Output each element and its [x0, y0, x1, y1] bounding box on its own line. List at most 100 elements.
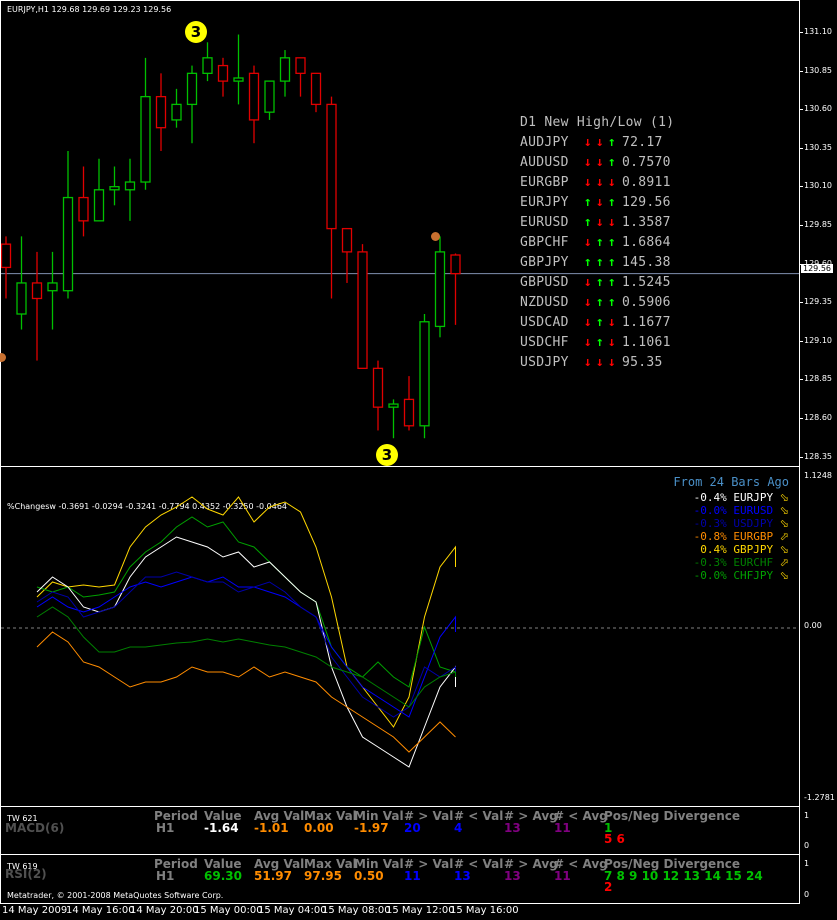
arrow-down-icon: ↓ [583, 315, 593, 330]
column-value: -1.64 [204, 821, 239, 835]
legend-symbol: EURCHF [733, 556, 774, 569]
pair-price: 129.56 [622, 195, 671, 210]
trend-arrow-icon: ⬂ [779, 543, 789, 556]
time-axis-label: 14 May 2009 [2, 905, 68, 916]
price-axis-label: 128.60 [804, 413, 832, 422]
candle-body [140, 95, 151, 183]
candle-body [171, 103, 182, 121]
price-axis-label: 130.10 [804, 181, 832, 191]
usdjpy-line [36, 571, 456, 718]
rsi-axis-bottom: 0 [804, 890, 810, 899]
legend-symbol: GBPJPY [733, 543, 774, 556]
pair-symbol: EURGBP [520, 175, 569, 190]
pair-price: 1.1061 [622, 335, 671, 350]
new-high-low-table: D1 New High/Low (1) AUDJPY ↓ ↓ ↑ 72.17 AUDUSD… [520, 113, 800, 373]
column-header: Max Val [304, 809, 357, 823]
column-value: H1 [156, 869, 175, 883]
table-row: GBPCHF ↓ ↑ ↑ 1.6864 [520, 233, 671, 253]
percent-change-pane[interactable]: %Changesw -0.3691 -0.0294 -0.3241 -0.779… [0, 466, 800, 807]
chfjpy-line [36, 516, 456, 688]
arrow-down-icon: ↓ [583, 355, 593, 370]
change-axis-bottom: -1.2781 [804, 793, 835, 802]
arrow-down-icon: ↓ [583, 175, 593, 190]
candle-body [388, 403, 399, 408]
table-row: AUDJPY ↓ ↓ ↑ 72.17 [520, 133, 663, 153]
fractal-marker [431, 232, 440, 241]
column-value: 13 [454, 869, 471, 883]
arrow-down-icon: ↓ [595, 195, 605, 210]
column-header: Avg Val [254, 857, 305, 871]
column-value: 0.50 [354, 869, 384, 883]
column-header: Pos/Neg Divergence [604, 809, 740, 823]
pair-symbol: USDCAD [520, 315, 569, 330]
wave-count-badge-bottom: 3 [376, 444, 398, 466]
candle-body [450, 254, 461, 275]
eurchf-line [36, 606, 456, 708]
price-axis-tickmark [800, 456, 803, 458]
table-row: USDJPY ↓ ↓ ↓ 95.35 [520, 353, 663, 373]
arrow-up-icon: ↑ [607, 235, 617, 250]
column-value: 11 [404, 869, 421, 883]
time-axis-label: 14 May 16:00 [66, 905, 135, 916]
legend-item: -0.0% EURUSD ⬂ [694, 504, 789, 517]
arrow-down-icon: ↓ [583, 275, 593, 290]
pair-price: 1.1677 [622, 315, 671, 330]
pair-price: 0.7570 [622, 155, 671, 170]
arrow-up-icon: ↑ [595, 295, 605, 310]
arrow-down-icon: ↓ [607, 335, 617, 350]
column-header: Max Val [304, 857, 357, 871]
arrow-down-icon: ↓ [595, 215, 605, 230]
percent-change-lines[interactable] [1, 467, 799, 806]
table-row: GBPUSD ↓ ↑ ↑ 1.5245 [520, 273, 671, 293]
candlestick-chart[interactable] [1, 1, 799, 466]
legend-symbol: EURUSD [733, 504, 774, 517]
column-value: 69.30 [204, 869, 242, 883]
legend-symbol: EURJPY [733, 491, 774, 504]
candle-body [202, 57, 213, 74]
price-axis-label: 129.10 [804, 335, 832, 345]
pair-symbol: AUDJPY [520, 135, 569, 150]
price-axis-tickmark [800, 340, 803, 342]
pair-symbol: GBPJPY [520, 255, 569, 270]
arrow-down-icon: ↓ [583, 335, 593, 350]
candle-body [186, 72, 198, 106]
table-row: EURUSD ↑ ↓ ↓ 1.3587 [520, 213, 671, 233]
price-chart-pane[interactable]: EURJPY,H1 129.68 129.69 129.23 129.56 3 … [0, 0, 800, 467]
trend-arrow-icon: ⬀ [779, 556, 789, 569]
arrow-down-icon: ↓ [595, 355, 605, 370]
legend-value: -0.3% [693, 517, 727, 530]
copyright-text: Metatrader, © 2001-2008 MetaQuotes Softw… [7, 891, 224, 900]
column-value: 7 8 9 10 12 13 14 15 24 [604, 869, 763, 883]
rsi-pane[interactable]: TW 619 RSI(2) Period H1 Value 69.30 Avg Val 5… [0, 854, 800, 904]
arrow-down-icon: ↓ [583, 235, 593, 250]
change-axis-zero: 0.00 [804, 621, 822, 630]
rsi-axis: 1 0 [800, 854, 837, 904]
macd-tag: TW 621 [7, 814, 38, 823]
time-axis-label: 15 May 12:00 [386, 905, 455, 916]
arrow-up-icon: ↑ [583, 195, 593, 210]
column-value: 13 [504, 821, 521, 835]
arrow-up-icon: ↑ [595, 235, 605, 250]
price-axis-tickmark [800, 225, 803, 226]
rsi-negative-divergence: 2 [604, 880, 613, 894]
arrow-down-icon: ↓ [583, 155, 593, 170]
arrow-up-icon: ↑ [595, 255, 605, 270]
rsi-axis-top: 1 [804, 859, 810, 868]
column-header: # < Avg [554, 809, 608, 823]
candle-body [155, 95, 167, 129]
column-header: Period [154, 857, 198, 871]
column-value: 13 [504, 869, 521, 883]
legend-item: -0.8% EURGBP ⬀ [694, 530, 789, 543]
table-row: NZDUSD ↓ ↑ ↑ 0.5906 [520, 293, 671, 313]
candle-body [62, 196, 74, 292]
candle-body [78, 196, 89, 222]
macd-axis-bottom: 0 [804, 841, 810, 850]
arrow-down-icon: ↓ [607, 215, 617, 230]
pair-symbol: GBPUSD [520, 275, 569, 290]
candle-body [109, 186, 120, 191]
arrow-up-icon: ↑ [607, 155, 617, 170]
macd-pane[interactable]: TW 621 MACD(6) Period H1 Value -1.64 Avg Val… [0, 806, 800, 855]
arrow-down-icon: ↓ [607, 315, 617, 330]
table-row: EURGBP ↓ ↓ ↓ 0.8911 [520, 173, 671, 193]
pair-price: 1.6864 [622, 235, 671, 250]
